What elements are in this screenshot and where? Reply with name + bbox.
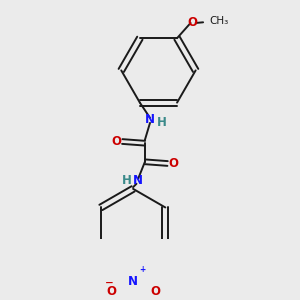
Text: +: + <box>139 266 146 274</box>
Text: H: H <box>122 174 131 187</box>
Text: O: O <box>106 286 116 298</box>
Text: N: N <box>145 113 155 126</box>
Text: H: H <box>157 116 167 129</box>
Text: O: O <box>150 286 160 298</box>
Text: CH₃: CH₃ <box>209 16 228 26</box>
Text: N: N <box>133 174 143 187</box>
Text: O: O <box>187 16 197 29</box>
Text: O: O <box>169 157 179 170</box>
Text: O: O <box>111 135 121 148</box>
Text: −: − <box>105 278 114 287</box>
Text: N: N <box>128 275 138 288</box>
